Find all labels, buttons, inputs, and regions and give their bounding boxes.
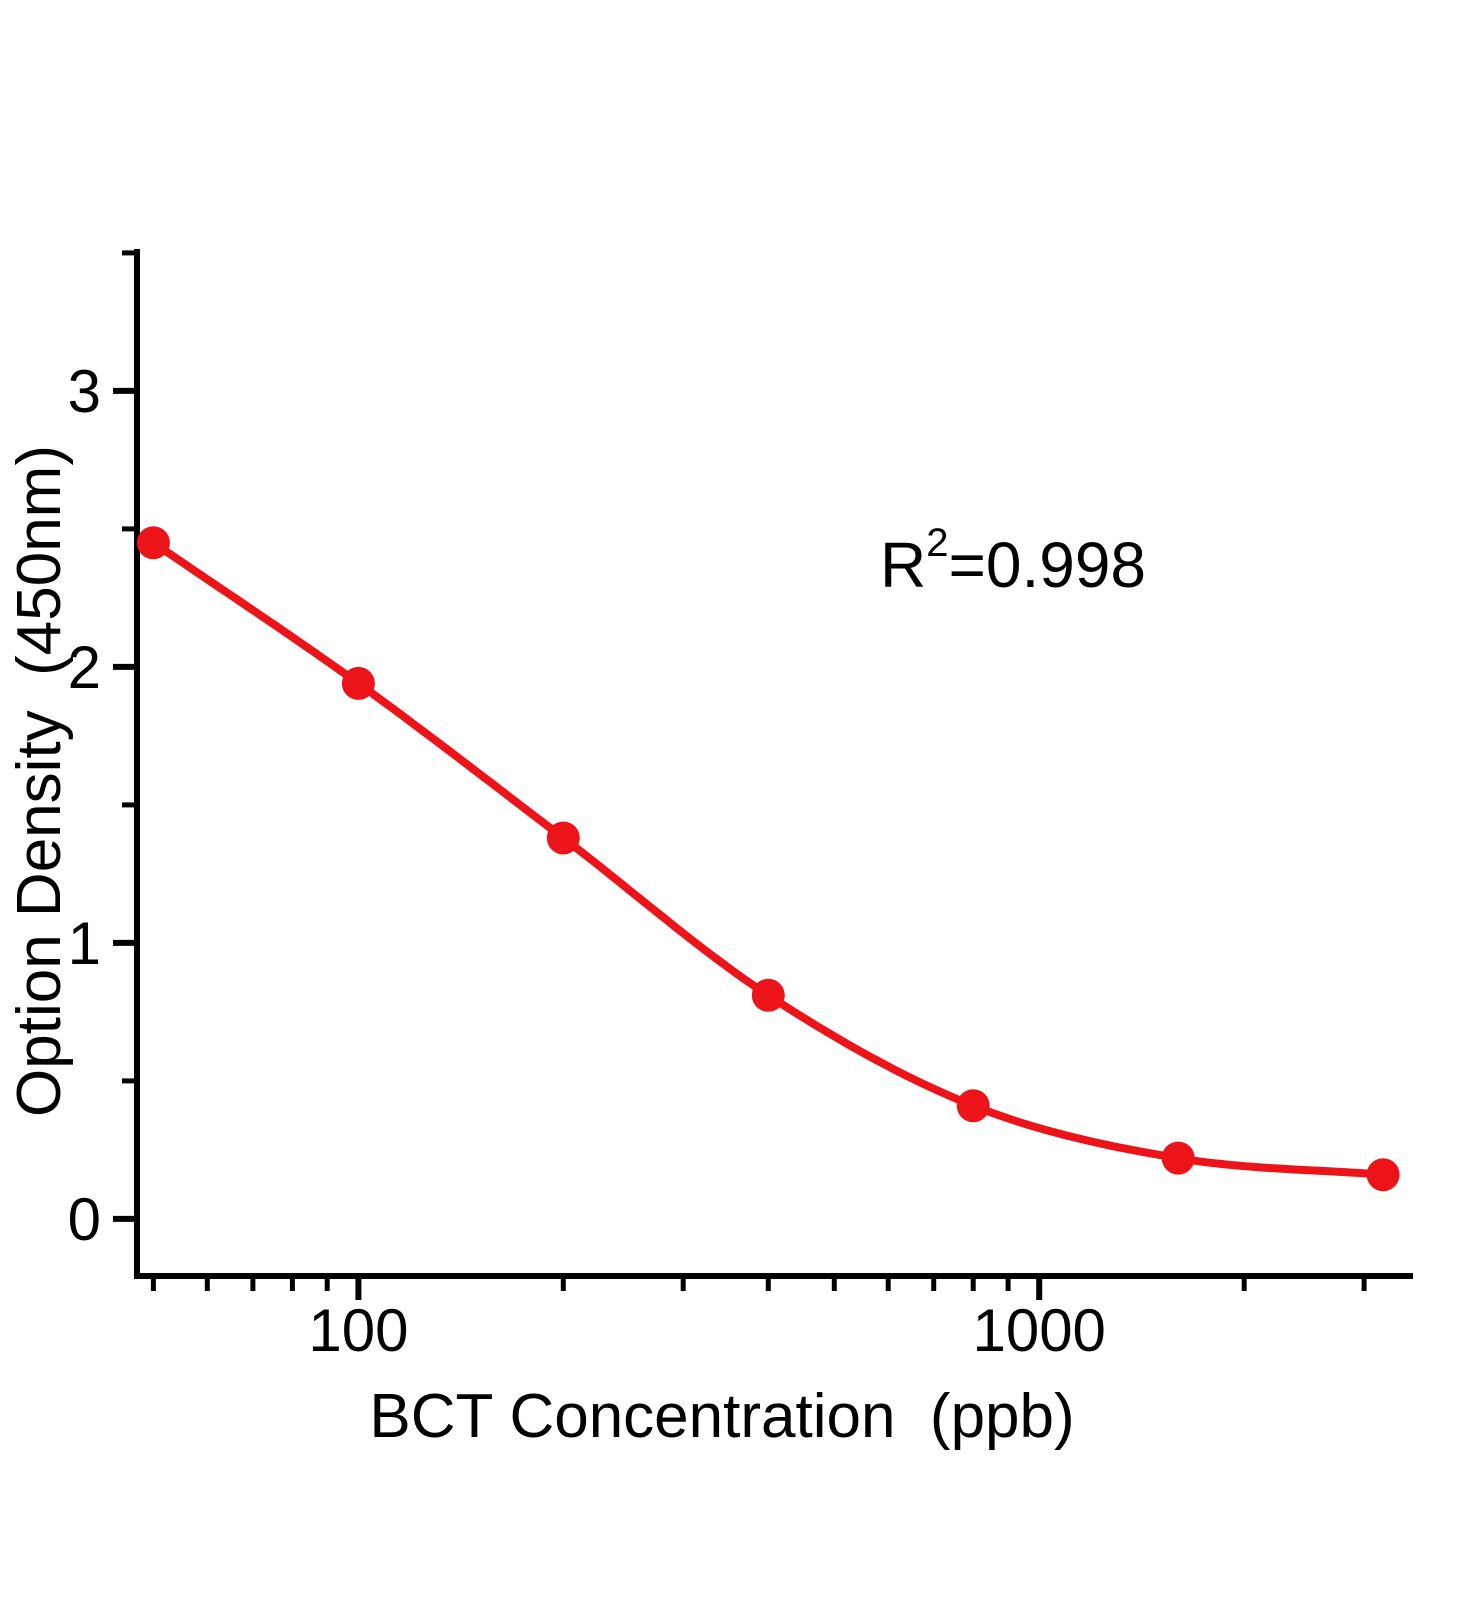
data-point xyxy=(1161,1141,1195,1175)
r-squared-annotation: R2=0.998 xyxy=(880,521,1146,601)
data-point xyxy=(136,526,170,560)
data-point xyxy=(956,1089,990,1123)
data-point xyxy=(341,666,375,700)
x-tick-label: 1000 xyxy=(972,1297,1105,1364)
data-point xyxy=(546,821,580,855)
x-tick-label: 100 xyxy=(308,1297,408,1364)
y-tick-label: 1 xyxy=(68,910,101,977)
y-tick-label: 0 xyxy=(68,1186,101,1253)
fit-curve xyxy=(149,538,1388,1179)
y-tick-label: 2 xyxy=(68,634,101,701)
chart-plot-area: 100 1000 0 1 2 3 xyxy=(68,249,1413,1364)
data-point xyxy=(751,978,785,1012)
axis-spines xyxy=(134,249,1413,1279)
y-axis-title: Option Density (450nm) xyxy=(5,445,74,1117)
x-axis-title: BCT Concentration (ppb) xyxy=(369,1382,1074,1451)
y-tick-label: 3 xyxy=(68,358,101,425)
data-point xyxy=(1366,1158,1400,1192)
